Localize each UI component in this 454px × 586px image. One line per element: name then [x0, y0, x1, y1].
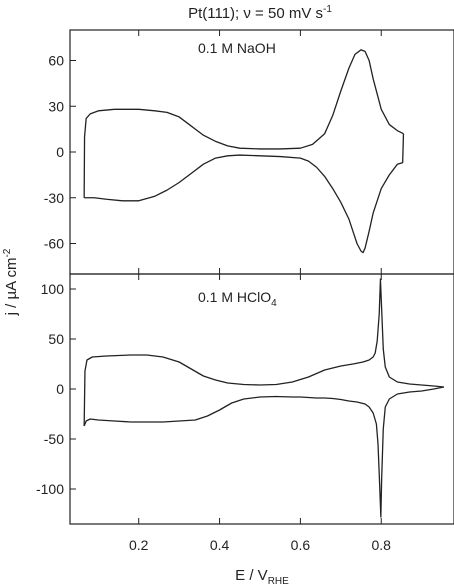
y-tick-label: -50 — [44, 431, 64, 447]
y-tick-label: -100 — [36, 481, 64, 497]
panel-bottom-frame — [69, 273, 454, 525]
x-tick-label: 0.2 — [129, 537, 149, 553]
y-tick-label: 0 — [56, 381, 64, 397]
y-tick-label: -30 — [44, 190, 64, 206]
panel-top-annotation: 0.1 M NaOH — [198, 40, 276, 56]
panel-bottom-plot — [83, 278, 445, 518]
y-tick-label: 30 — [48, 98, 64, 114]
panel-top-x-ticks — [138, 30, 382, 274]
x-tick-labels: 0.2 0.4 0.6 0.8 — [129, 537, 391, 553]
x-tick-label: 0.4 — [210, 537, 230, 553]
panel-top: 60 30 0 -30 -60 0.1 M NaOH — [44, 29, 454, 275]
y-tick-label: 60 — [48, 53, 64, 69]
cv-trace-cathodic — [83, 386, 445, 518]
y-axis-title: j / µA cm-2 — [2, 248, 20, 316]
panel-bottom-x-ticks — [138, 274, 382, 524]
panel-top-y-ticks: 60 30 0 -30 -60 — [44, 53, 76, 252]
panel-bottom-annotation: 0.1 M HClO4 — [198, 289, 277, 309]
cv-trace-anodic — [83, 278, 444, 427]
cv-trace-anodic — [83, 49, 404, 198]
y-tick-label: -60 — [44, 236, 64, 252]
y-tick-label: 100 — [41, 281, 65, 297]
panel-bottom-y-ticks: 100 50 0 -50 -100 — [36, 281, 76, 497]
panel-bottom: 100 50 0 -50 -100 0.1 M HClO4 — [36, 273, 454, 525]
x-tick-label: 0.8 — [372, 537, 392, 553]
panel-top-plot — [83, 49, 405, 254]
chart-title: Pt(111); ν = 50 mV s-1 — [188, 4, 332, 22]
panel-top-frame — [69, 29, 454, 275]
x-tick-label: 0.6 — [291, 537, 311, 553]
x-axis-title: E / VRHE — [235, 567, 289, 586]
y-tick-label: 0 — [56, 144, 64, 160]
cv-trace-cathodic — [84, 133, 405, 254]
y-tick-label: 50 — [48, 331, 64, 347]
